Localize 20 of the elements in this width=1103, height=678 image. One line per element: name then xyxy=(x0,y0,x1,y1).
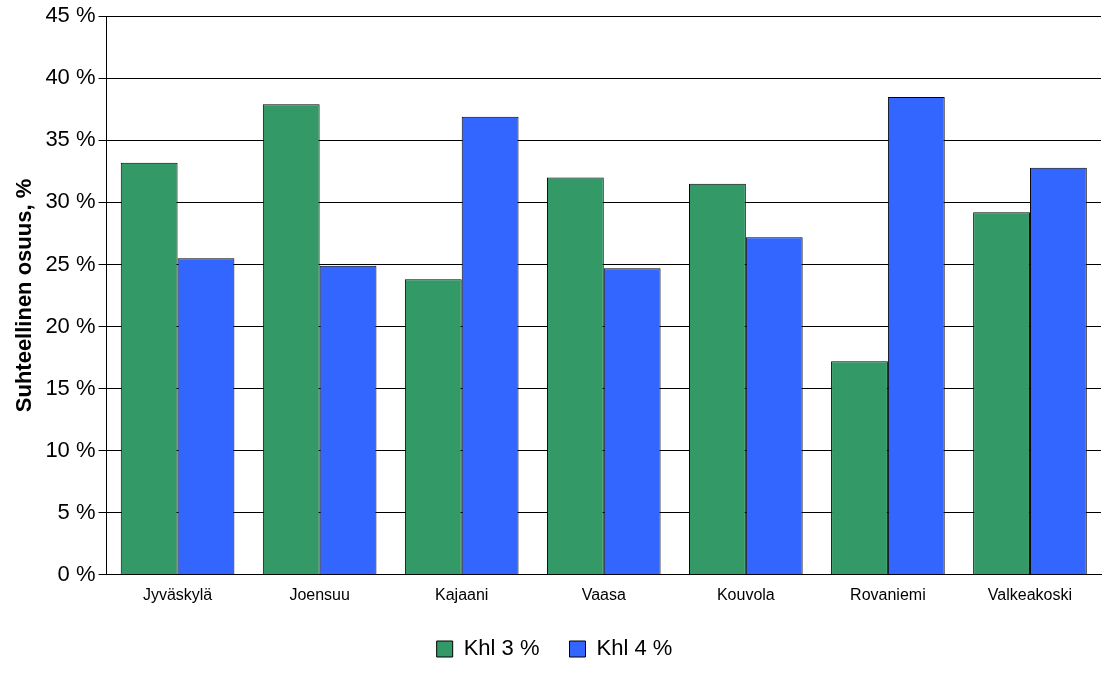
y-tick-label: 5 % xyxy=(57,498,96,524)
x-tick-label: Valkeakoski xyxy=(987,585,1073,603)
x-tick-label: Rovaniemi xyxy=(850,585,926,603)
x-tick-label: Kajaani xyxy=(435,585,489,603)
y-tick-label: 45 % xyxy=(45,2,96,28)
y-tick-label: 0 % xyxy=(57,560,96,586)
y-tick-label: 10 % xyxy=(45,436,96,462)
x-tick-label: Jyväskylä xyxy=(142,585,213,603)
x-tick-label: Vaasa xyxy=(581,585,626,603)
y-tick-label: 25 % xyxy=(45,250,96,276)
x-tick-label: Kouvola xyxy=(716,585,775,603)
y-tick-label: 35 % xyxy=(45,126,96,152)
y-axis-title: Suhteellinen osuus, % xyxy=(11,178,37,413)
x-tick-label: Joensuu xyxy=(289,585,350,603)
legend-label: Khl 3 % xyxy=(463,635,540,661)
y-tick-label: 30 % xyxy=(45,188,96,214)
y-tick-label: 40 % xyxy=(45,64,96,90)
y-tick-label: 20 % xyxy=(45,312,96,338)
y-tick-label: 15 % xyxy=(45,374,96,400)
legend-label: Khl 4 % xyxy=(596,635,673,661)
